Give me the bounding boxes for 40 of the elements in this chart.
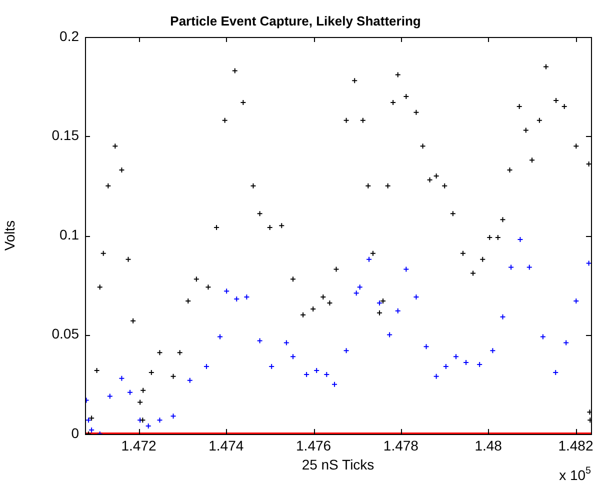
x-tick-label: 1.474 <box>208 437 244 454</box>
point <box>186 377 193 384</box>
x-axis-title: 25 nS Ticks <box>302 456 374 472</box>
point <box>118 375 125 382</box>
point <box>217 334 224 340</box>
point <box>540 334 546 340</box>
point <box>403 266 410 272</box>
point <box>356 284 363 290</box>
y-tick-label: 0 <box>71 424 80 441</box>
chart-title: Particle Event Capture, Likely Shattering <box>170 13 421 28</box>
point <box>423 344 430 350</box>
point <box>106 393 113 400</box>
point <box>170 413 176 420</box>
point <box>256 338 263 344</box>
x-tick-label: 1.472 <box>121 437 156 454</box>
point <box>394 308 401 314</box>
y-axis-title: Volts <box>1 220 18 251</box>
point <box>353 290 360 296</box>
point <box>490 348 496 354</box>
point <box>452 354 459 360</box>
point <box>433 373 440 380</box>
point <box>366 256 372 262</box>
point <box>526 264 532 270</box>
point <box>563 340 570 346</box>
point <box>386 332 393 338</box>
point <box>224 288 230 294</box>
point <box>508 264 514 270</box>
point <box>500 314 506 320</box>
x-tick-label: 1.48 <box>474 437 502 454</box>
x-tick-label: 1.478 <box>383 437 419 454</box>
x-tick-label: 1.482 <box>558 437 594 454</box>
y-tick-label: 0.2 <box>60 28 80 44</box>
point <box>283 340 290 346</box>
x-tick-label: 1.476 <box>296 437 332 454</box>
y-tick-label: 0.15 <box>52 127 80 144</box>
y-tick-label: 0.1 <box>60 226 80 242</box>
point <box>586 260 591 266</box>
point <box>343 348 350 354</box>
y-tick-label: 0.05 <box>52 326 80 342</box>
point <box>156 417 163 424</box>
